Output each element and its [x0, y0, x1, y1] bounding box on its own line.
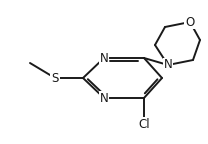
Text: N: N: [164, 58, 172, 72]
Text: N: N: [100, 91, 108, 105]
Text: N: N: [100, 52, 108, 65]
Text: O: O: [185, 16, 195, 29]
Text: Cl: Cl: [138, 118, 150, 130]
Text: S: S: [51, 72, 59, 85]
